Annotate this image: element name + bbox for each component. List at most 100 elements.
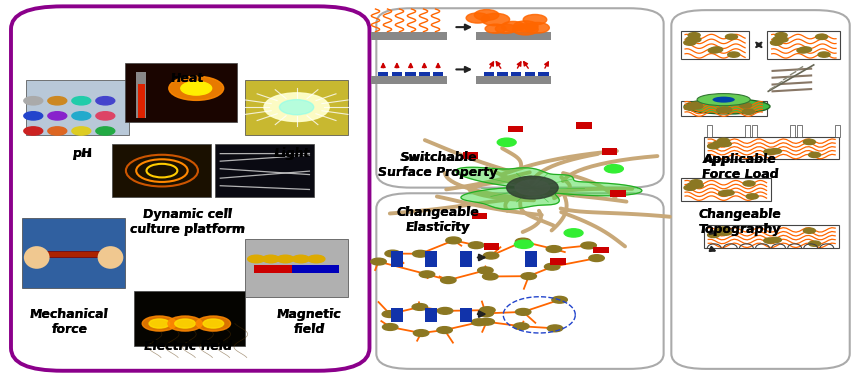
Bar xyxy=(419,72,430,76)
Circle shape xyxy=(264,93,329,122)
Bar xyxy=(476,76,551,84)
Circle shape xyxy=(687,183,699,188)
Circle shape xyxy=(262,255,279,263)
Circle shape xyxy=(149,319,169,328)
Circle shape xyxy=(515,240,533,248)
Bar xyxy=(460,251,472,267)
Circle shape xyxy=(292,255,309,263)
Circle shape xyxy=(48,97,67,105)
Circle shape xyxy=(525,22,550,33)
Circle shape xyxy=(684,185,696,190)
Circle shape xyxy=(581,242,596,249)
Circle shape xyxy=(818,52,830,57)
Ellipse shape xyxy=(685,99,770,114)
Circle shape xyxy=(521,273,537,280)
Circle shape xyxy=(468,242,484,249)
Bar xyxy=(405,72,416,76)
Bar xyxy=(391,308,403,323)
Text: pH: pH xyxy=(72,147,92,160)
Circle shape xyxy=(719,141,731,147)
Circle shape xyxy=(564,229,583,237)
Text: Heat: Heat xyxy=(171,72,204,85)
Circle shape xyxy=(740,103,752,108)
Text: Electric field: Electric field xyxy=(143,340,232,353)
Circle shape xyxy=(547,325,563,332)
Circle shape xyxy=(478,310,493,317)
Text: Electric field: Electric field xyxy=(144,340,231,353)
Circle shape xyxy=(545,263,560,270)
Circle shape xyxy=(279,100,314,115)
Text: Mechanical
force: Mechanical force xyxy=(30,308,108,336)
Circle shape xyxy=(688,33,700,38)
Circle shape xyxy=(247,255,265,263)
Circle shape xyxy=(808,241,820,246)
Circle shape xyxy=(497,138,516,146)
Bar xyxy=(551,258,566,265)
Circle shape xyxy=(513,24,538,35)
Circle shape xyxy=(474,9,499,20)
Bar xyxy=(425,308,437,323)
Circle shape xyxy=(687,103,699,109)
Circle shape xyxy=(710,47,722,52)
Circle shape xyxy=(709,48,720,53)
Text: Light: Light xyxy=(274,147,310,160)
Ellipse shape xyxy=(98,246,124,269)
Circle shape xyxy=(803,139,815,144)
Circle shape xyxy=(48,127,67,135)
Circle shape xyxy=(771,40,783,45)
Bar xyxy=(34,251,111,257)
Bar xyxy=(576,122,592,129)
Ellipse shape xyxy=(24,246,50,269)
Circle shape xyxy=(746,194,758,199)
Circle shape xyxy=(277,255,294,263)
Circle shape xyxy=(72,127,91,135)
Bar xyxy=(138,84,145,118)
Circle shape xyxy=(502,21,525,32)
Circle shape xyxy=(96,112,115,120)
Circle shape xyxy=(174,319,195,328)
Bar xyxy=(790,125,795,137)
Text: Magnetic
field: Magnetic field xyxy=(277,308,342,336)
Circle shape xyxy=(371,258,387,265)
Circle shape xyxy=(716,108,728,113)
Circle shape xyxy=(514,323,529,330)
Circle shape xyxy=(728,52,740,57)
Circle shape xyxy=(720,107,732,113)
Text: Heat: Heat xyxy=(171,72,204,85)
Bar xyxy=(371,33,447,40)
Text: Switchable
Surface Property: Switchable Surface Property xyxy=(378,151,497,179)
Circle shape xyxy=(691,183,704,188)
Circle shape xyxy=(180,81,211,95)
Circle shape xyxy=(726,34,738,39)
Circle shape xyxy=(143,316,176,331)
Bar xyxy=(113,144,210,197)
Bar xyxy=(463,152,478,159)
Bar xyxy=(215,144,314,197)
Circle shape xyxy=(24,127,43,135)
Bar xyxy=(511,72,521,76)
Circle shape xyxy=(483,273,498,280)
Bar xyxy=(460,308,472,323)
Bar xyxy=(681,178,771,201)
Circle shape xyxy=(168,316,202,331)
Circle shape xyxy=(815,34,827,39)
Bar xyxy=(391,251,403,267)
FancyBboxPatch shape xyxy=(376,8,664,188)
Bar xyxy=(704,137,839,159)
Circle shape xyxy=(515,238,531,245)
Circle shape xyxy=(764,149,776,155)
Circle shape xyxy=(446,237,461,244)
Circle shape xyxy=(684,105,696,110)
Bar xyxy=(476,33,551,40)
Circle shape xyxy=(770,149,782,154)
Bar xyxy=(22,218,125,288)
Circle shape xyxy=(203,319,223,328)
Circle shape xyxy=(690,102,702,107)
Circle shape xyxy=(742,109,754,114)
Circle shape xyxy=(515,180,550,195)
Circle shape xyxy=(72,112,91,120)
Circle shape xyxy=(496,24,516,33)
Circle shape xyxy=(546,246,562,252)
Bar xyxy=(704,226,839,248)
Circle shape xyxy=(385,250,400,257)
